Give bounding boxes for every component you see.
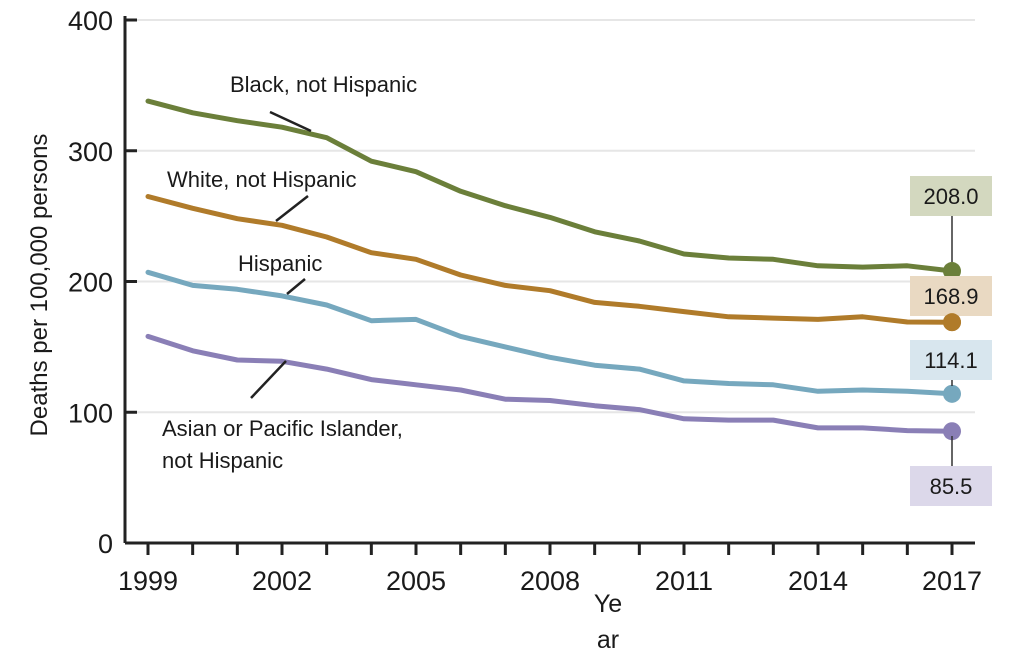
series-line xyxy=(145,269,955,397)
x-axis-label: Ye ar xyxy=(594,590,622,651)
x-axis-label-line-1: Ye xyxy=(594,590,622,618)
end-label-box xyxy=(910,176,992,216)
series-label: Hispanic xyxy=(238,251,322,276)
series-lines xyxy=(145,98,961,441)
series-label: Asian or Pacific Islander, xyxy=(162,416,403,441)
label-leader-line xyxy=(250,360,287,399)
end-label-box xyxy=(910,340,992,380)
x-ticks: 1999 2002 2005 2008 2011 2014 2017 xyxy=(118,543,982,596)
series-labels: Black, not Hispanic White, not Hispanic Hi… xyxy=(162,72,417,473)
series-label: not Hispanic xyxy=(162,448,283,473)
x-tick-label: 2002 xyxy=(252,566,312,596)
x-tick-label: 2017 xyxy=(922,566,982,596)
y-tick-label: 0 xyxy=(98,529,113,559)
end-label-box xyxy=(910,276,992,316)
x-tick-label: 2008 xyxy=(520,566,580,596)
series-line xyxy=(145,194,955,325)
label-leaders xyxy=(250,110,312,399)
x-tick-label: 2011 xyxy=(655,566,713,596)
x-tick-label: 2005 xyxy=(386,566,446,596)
x-axis-label-line-2: ar xyxy=(597,626,619,651)
y-tick-label: 100 xyxy=(68,398,113,428)
end-value-label: 114.1 xyxy=(924,348,977,373)
series-line xyxy=(145,333,955,434)
end-value-label: 85.5 xyxy=(930,474,973,499)
end-point xyxy=(943,422,961,441)
end-point xyxy=(943,384,961,403)
label-leader-line xyxy=(275,195,309,222)
y-tick-label: 300 xyxy=(68,137,113,167)
end-value-label: 208.0 xyxy=(923,184,978,209)
y-tick-label: 400 xyxy=(68,6,113,36)
series-line xyxy=(145,98,955,274)
end-point xyxy=(943,262,961,281)
label-leader-line xyxy=(286,278,306,295)
x-tick-label: 1999 xyxy=(118,566,178,596)
y-tick-label: 200 xyxy=(68,268,113,298)
end-point xyxy=(943,313,961,332)
y-axis-label: Deaths per 100,000 persons xyxy=(26,134,53,437)
x-tick-label: 2014 xyxy=(788,566,848,596)
end-label-box xyxy=(910,466,992,506)
label-leader-line xyxy=(269,110,312,133)
gridlines xyxy=(125,19,975,414)
series-label: White, not Hispanic xyxy=(167,167,357,192)
end-value-labels: 208.0 168.9 114.1 85.5 xyxy=(910,176,992,506)
y-ticks: 0 100 200 300 400 xyxy=(68,6,137,559)
end-value-label: 168.9 xyxy=(923,284,978,309)
series-label: Black, not Hispanic xyxy=(230,72,417,97)
